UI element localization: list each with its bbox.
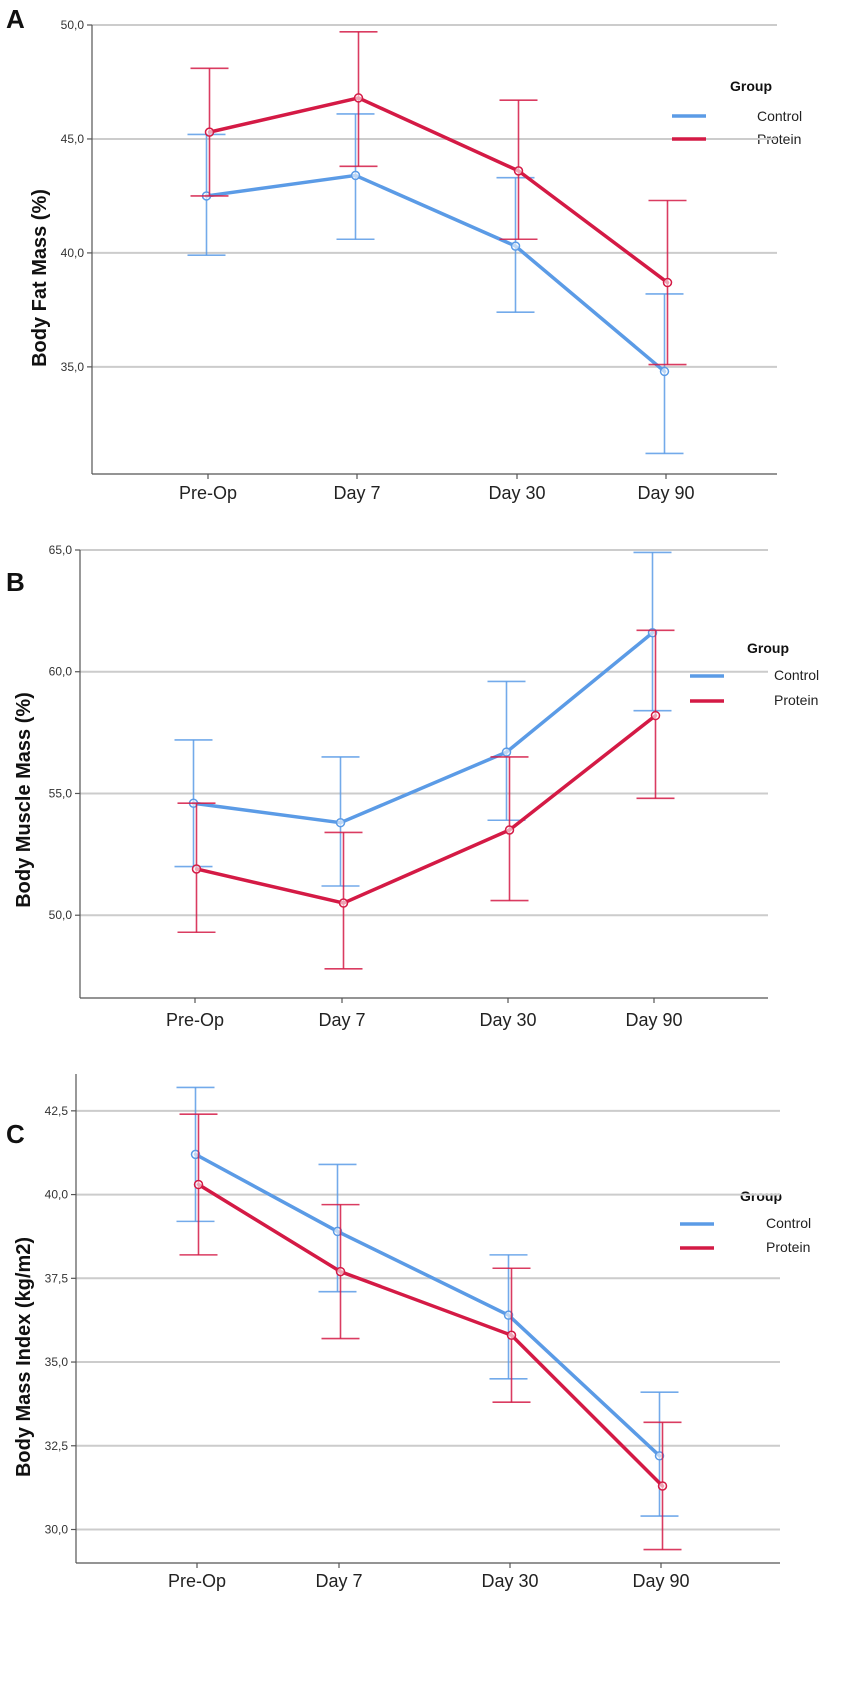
panel-c-xtick-label: Day 7 [315, 1571, 362, 1591]
panel-a-protein-point [353, 93, 364, 103]
panel-a-ytick-label: 40,0 [61, 246, 85, 260]
panel-a-legend-title: Group [730, 78, 772, 94]
panel-a-protein-point [204, 127, 215, 137]
panel-c-protein-point [657, 1481, 668, 1491]
panel-a-letter: A [6, 4, 25, 34]
panel-b-protein-point [191, 864, 202, 874]
panel-c-ylabel: Body Mass Index (kg/m2) [13, 1237, 35, 1477]
panel-c-ytick-label: 30,0 [45, 1523, 69, 1537]
panel-a-control-line [204, 173, 667, 374]
panel-b-legend-title: Group [747, 640, 789, 656]
panel-a-xtick-label: Day 90 [637, 483, 694, 503]
panel-c-protein-point [506, 1330, 517, 1340]
panel-a-ytick-label: 45,0 [61, 132, 85, 146]
panel-c-control-point [503, 1310, 514, 1320]
panel-c-legend-protein: Protein [766, 1239, 810, 1255]
panel-a-series-protein [190, 31, 687, 366]
panel-b-control-point [501, 747, 512, 757]
panel-b-plot: 50,0 55,0 60,0 65,0 Pre-Op Day 7 Day 30 Day 90 [49, 543, 768, 1030]
panel-a-protein-point [662, 277, 673, 288]
panel-c-plot: 30,0 32,5 35,0 37,5 40,0 42,5 Pre-Op Day 7 Day 3… [45, 1074, 780, 1591]
panel-b-xtick-label: Day 30 [479, 1010, 536, 1030]
panel-c-control-point [190, 1149, 201, 1160]
panel-c-series-control [176, 1086, 679, 1517]
panel-a-ytick-label: 35,0 [61, 360, 85, 374]
panel-b-protein-point [650, 710, 661, 721]
panel-a-legend-control: Control [757, 108, 802, 124]
panel-a-control-point [350, 170, 361, 181]
panel-c-xtick-label: Day 30 [481, 1571, 538, 1591]
panel-b-legend-control: Control [774, 667, 819, 683]
panel-c-ytick-label: 40,0 [45, 1188, 69, 1202]
panel-b-xtick-label: Day 7 [318, 1010, 365, 1030]
panel-b-series-control [174, 551, 672, 887]
panel-a-plot: 35,0 40,0 45,0 50,0 Pre-Op Day 7 Day 30 Day 90 [61, 18, 777, 503]
panel-a-ylabel: Body Fat Mass (%) [29, 189, 51, 367]
panel-b-protein-line [194, 713, 658, 905]
panel-a-series-control [187, 113, 684, 455]
panel-c-ytick-label: 42,5 [45, 1104, 69, 1118]
panel-c-ytick-label: 37,5 [45, 1271, 69, 1285]
panel-b-control-line [191, 631, 655, 825]
panel-b-ytick-label: 55,0 [49, 786, 73, 800]
panel-c-control-point [332, 1226, 343, 1237]
panel-b-ylabel: Body Muscle Mass (%) [13, 692, 35, 908]
panel-c-xtick-label: Day 90 [632, 1571, 689, 1591]
panel-a-protein-line [207, 96, 670, 285]
panel-a-xtick-label: Day 30 [488, 483, 545, 503]
panel-a-legend-protein: Protein [757, 131, 801, 147]
panel-b-protein-point [338, 898, 349, 908]
panel-b-ytick-label: 65,0 [49, 543, 73, 557]
panel-b-control-point [335, 817, 346, 828]
panel-c-legend-control: Control [766, 1215, 811, 1231]
panel-b-letter: B [6, 567, 25, 597]
panel-a-ytick-label: 50,0 [61, 18, 85, 32]
panel-b-xtick-label: Day 90 [625, 1010, 682, 1030]
panel-c-ytick-label: 35,0 [45, 1355, 69, 1369]
panel-c-protein-point [193, 1179, 204, 1190]
panel-b-series-protein [177, 629, 675, 970]
panel-c-series-protein [179, 1113, 682, 1551]
panel-b-ytick-label: 60,0 [49, 665, 73, 679]
panel-b-ytick-label: 50,0 [49, 908, 73, 922]
panel-b-legend-protein: Protein [774, 692, 818, 708]
panel-b-xtick-label: Pre-Op [166, 1010, 224, 1030]
panel-b-protein-point [504, 825, 515, 835]
panel-c-xtick-label: Pre-Op [168, 1571, 226, 1591]
panel-c-control-line [193, 1152, 662, 1458]
panel-c-legend-title: Group [740, 1188, 782, 1204]
panel-a-protein-point [513, 166, 524, 176]
panel-a-xtick-label: Pre-Op [179, 483, 237, 503]
panel-c-ytick-label: 32,5 [45, 1439, 69, 1453]
panel-c-protein-point [335, 1266, 346, 1277]
panel-c-protein-line [196, 1182, 665, 1488]
panel-c-control-point [654, 1451, 665, 1461]
panel-a-xtick-label: Day 7 [333, 483, 380, 503]
panel-a-control-point [510, 241, 521, 251]
panel-c-letter: C [6, 1119, 25, 1149]
panel-a-control-point [659, 366, 670, 377]
